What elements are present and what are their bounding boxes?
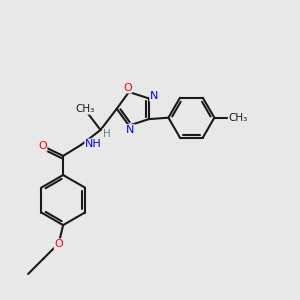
Text: CH₃: CH₃ (228, 113, 248, 123)
Text: CH₃: CH₃ (76, 104, 95, 114)
Text: O: O (54, 239, 63, 249)
Text: O: O (123, 83, 132, 93)
Text: N: N (150, 91, 158, 101)
Text: N: N (126, 125, 135, 135)
Text: H: H (103, 128, 111, 139)
Text: NH: NH (85, 139, 102, 149)
Text: O: O (38, 141, 47, 151)
